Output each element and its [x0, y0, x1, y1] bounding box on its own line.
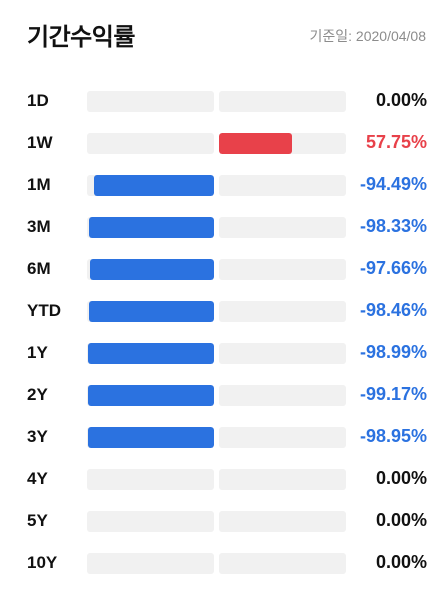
negative-track — [87, 91, 214, 112]
positive-track — [219, 301, 346, 322]
positive-track — [219, 91, 346, 112]
period-label: 6M — [27, 259, 51, 278]
return-value-label: -98.33% — [359, 216, 427, 236]
return-row: 3Y -98.95% — [0, 416, 446, 458]
positive-track — [219, 427, 346, 448]
period-label: YTD — [27, 301, 61, 320]
period-label: 2Y — [27, 385, 48, 404]
return-row: 5Y 0.00% — [0, 500, 446, 542]
return-row: 1W 57.75% — [0, 122, 446, 164]
return-value-label: -94.49% — [359, 174, 427, 194]
return-row: 2Y -99.17% — [0, 374, 446, 416]
positive-track — [219, 553, 346, 574]
negative-track — [87, 511, 214, 532]
return-value-label: 57.75% — [365, 132, 427, 152]
return-row: 1D 0.00% — [0, 80, 446, 122]
return-value-label: -97.66% — [359, 258, 427, 278]
period-label: 10Y — [27, 553, 58, 572]
positive-return-bar — [219, 133, 292, 154]
negative-track — [87, 133, 214, 154]
return-value-label: -99.17% — [359, 384, 427, 404]
return-row: 6M -97.66% — [0, 248, 446, 290]
return-row: 1M -94.49% — [0, 164, 446, 206]
period-label: 4Y — [27, 469, 48, 488]
return-value-label: 0.00% — [375, 90, 427, 110]
period-label: 1M — [27, 175, 51, 194]
positive-track — [219, 133, 346, 154]
negative-track — [87, 553, 214, 574]
return-row: 1Y -98.99% — [0, 332, 446, 374]
positive-track — [219, 385, 346, 406]
page-title: 기간수익률 — [27, 24, 135, 51]
negative-track — [87, 175, 214, 196]
period-label: 1W — [27, 133, 53, 152]
negative-return-bar — [94, 175, 214, 196]
positive-track — [219, 259, 346, 280]
positive-track — [219, 511, 346, 532]
negative-track — [87, 427, 214, 448]
negative-track — [87, 343, 214, 364]
period-label: 3Y — [27, 427, 48, 446]
return-row: 4Y 0.00% — [0, 458, 446, 500]
period-label: 5Y — [27, 511, 48, 530]
period-label: 1Y — [27, 343, 48, 362]
return-value-label: -98.99% — [359, 342, 427, 362]
period-label: 3M — [27, 217, 51, 236]
negative-return-bar — [88, 343, 214, 364]
return-value-label: -98.46% — [359, 300, 427, 320]
return-value-label: -98.95% — [359, 426, 427, 446]
return-row: 3M -98.33% — [0, 206, 446, 248]
negative-track — [87, 385, 214, 406]
period-returns-chart: 1D 0.00% 1W 57.75% 1M -94.49% 3M -98.33% 6M -97.6… — [0, 80, 446, 584]
positive-track — [219, 217, 346, 238]
positive-track — [219, 469, 346, 490]
return-value-label: 0.00% — [375, 468, 427, 488]
return-value-label: 0.00% — [375, 552, 427, 572]
negative-track — [87, 217, 214, 238]
positive-track — [219, 343, 346, 364]
return-row: 10Y 0.00% — [0, 542, 446, 584]
negative-return-bar — [89, 217, 214, 238]
header: 기간수익률 기준일: 2020/04/08 — [0, 0, 446, 70]
negative-return-bar — [89, 301, 214, 322]
return-row: YTD -98.46% — [0, 290, 446, 332]
negative-track — [87, 259, 214, 280]
base-date-label: 기준일: 2020/04/08 — [309, 28, 427, 44]
negative-return-bar — [88, 385, 214, 406]
negative-return-bar — [90, 259, 214, 280]
period-label: 1D — [27, 91, 49, 110]
negative-return-bar — [88, 427, 214, 448]
negative-track — [87, 469, 214, 490]
positive-track — [219, 175, 346, 196]
negative-track — [87, 301, 214, 322]
return-value-label: 0.00% — [375, 510, 427, 530]
